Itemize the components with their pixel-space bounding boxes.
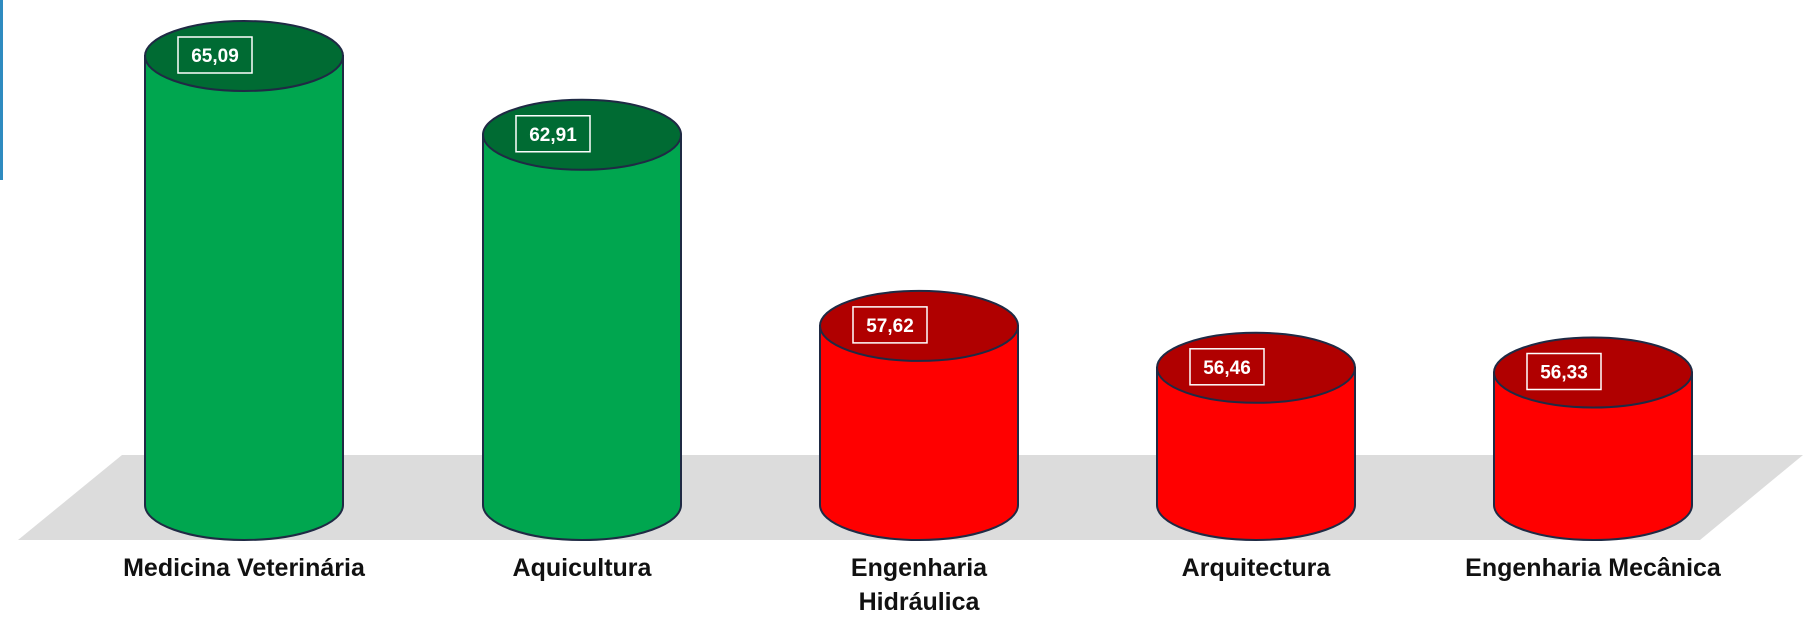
bars-group: 65,09 62,91 57,62 56,46 56,33 [144, 20, 1693, 541]
bar-top [482, 98, 682, 171]
data-label: 56,33 [1540, 362, 1588, 383]
category-label: Aquicultura [513, 554, 653, 582]
data-label: 57,62 [866, 316, 914, 337]
bar-3: 56,46 [1156, 331, 1356, 541]
data-label-box [852, 306, 928, 344]
data-label: 56,46 [1203, 358, 1251, 379]
data-label: 65,09 [191, 46, 239, 67]
category-label: Arquitectura [1182, 554, 1332, 582]
category-label: Engenharia Hidráulica [851, 554, 988, 616]
left-edge-accent [0, 0, 3, 180]
bar-body [1493, 371, 1693, 541]
data-label-box [1526, 352, 1602, 391]
bar-top [1493, 336, 1693, 409]
data-label: 62,91 [529, 125, 577, 146]
bar-body [819, 324, 1019, 541]
bar-0: 65,09 [144, 20, 344, 541]
data-label-box [1189, 348, 1265, 386]
category-label: Engenharia Mecânica [1465, 554, 1722, 582]
category-labels-group: Medicina Veterinária Aquicultura Engenhari… [123, 554, 1722, 616]
bar-top [1156, 331, 1356, 404]
bar-body [482, 133, 682, 541]
bar-top [144, 20, 344, 92]
data-label-box [515, 115, 591, 153]
bar-body [1156, 366, 1356, 541]
bar-4: 56,33 [1493, 336, 1693, 541]
bar-2: 57,62 [819, 289, 1019, 541]
bar-top [819, 289, 1019, 362]
bar-1: 62,91 [482, 98, 682, 541]
data-label-box [177, 36, 253, 74]
bar-body [144, 55, 344, 541]
category-label: Medicina Veterinária [123, 554, 366, 582]
